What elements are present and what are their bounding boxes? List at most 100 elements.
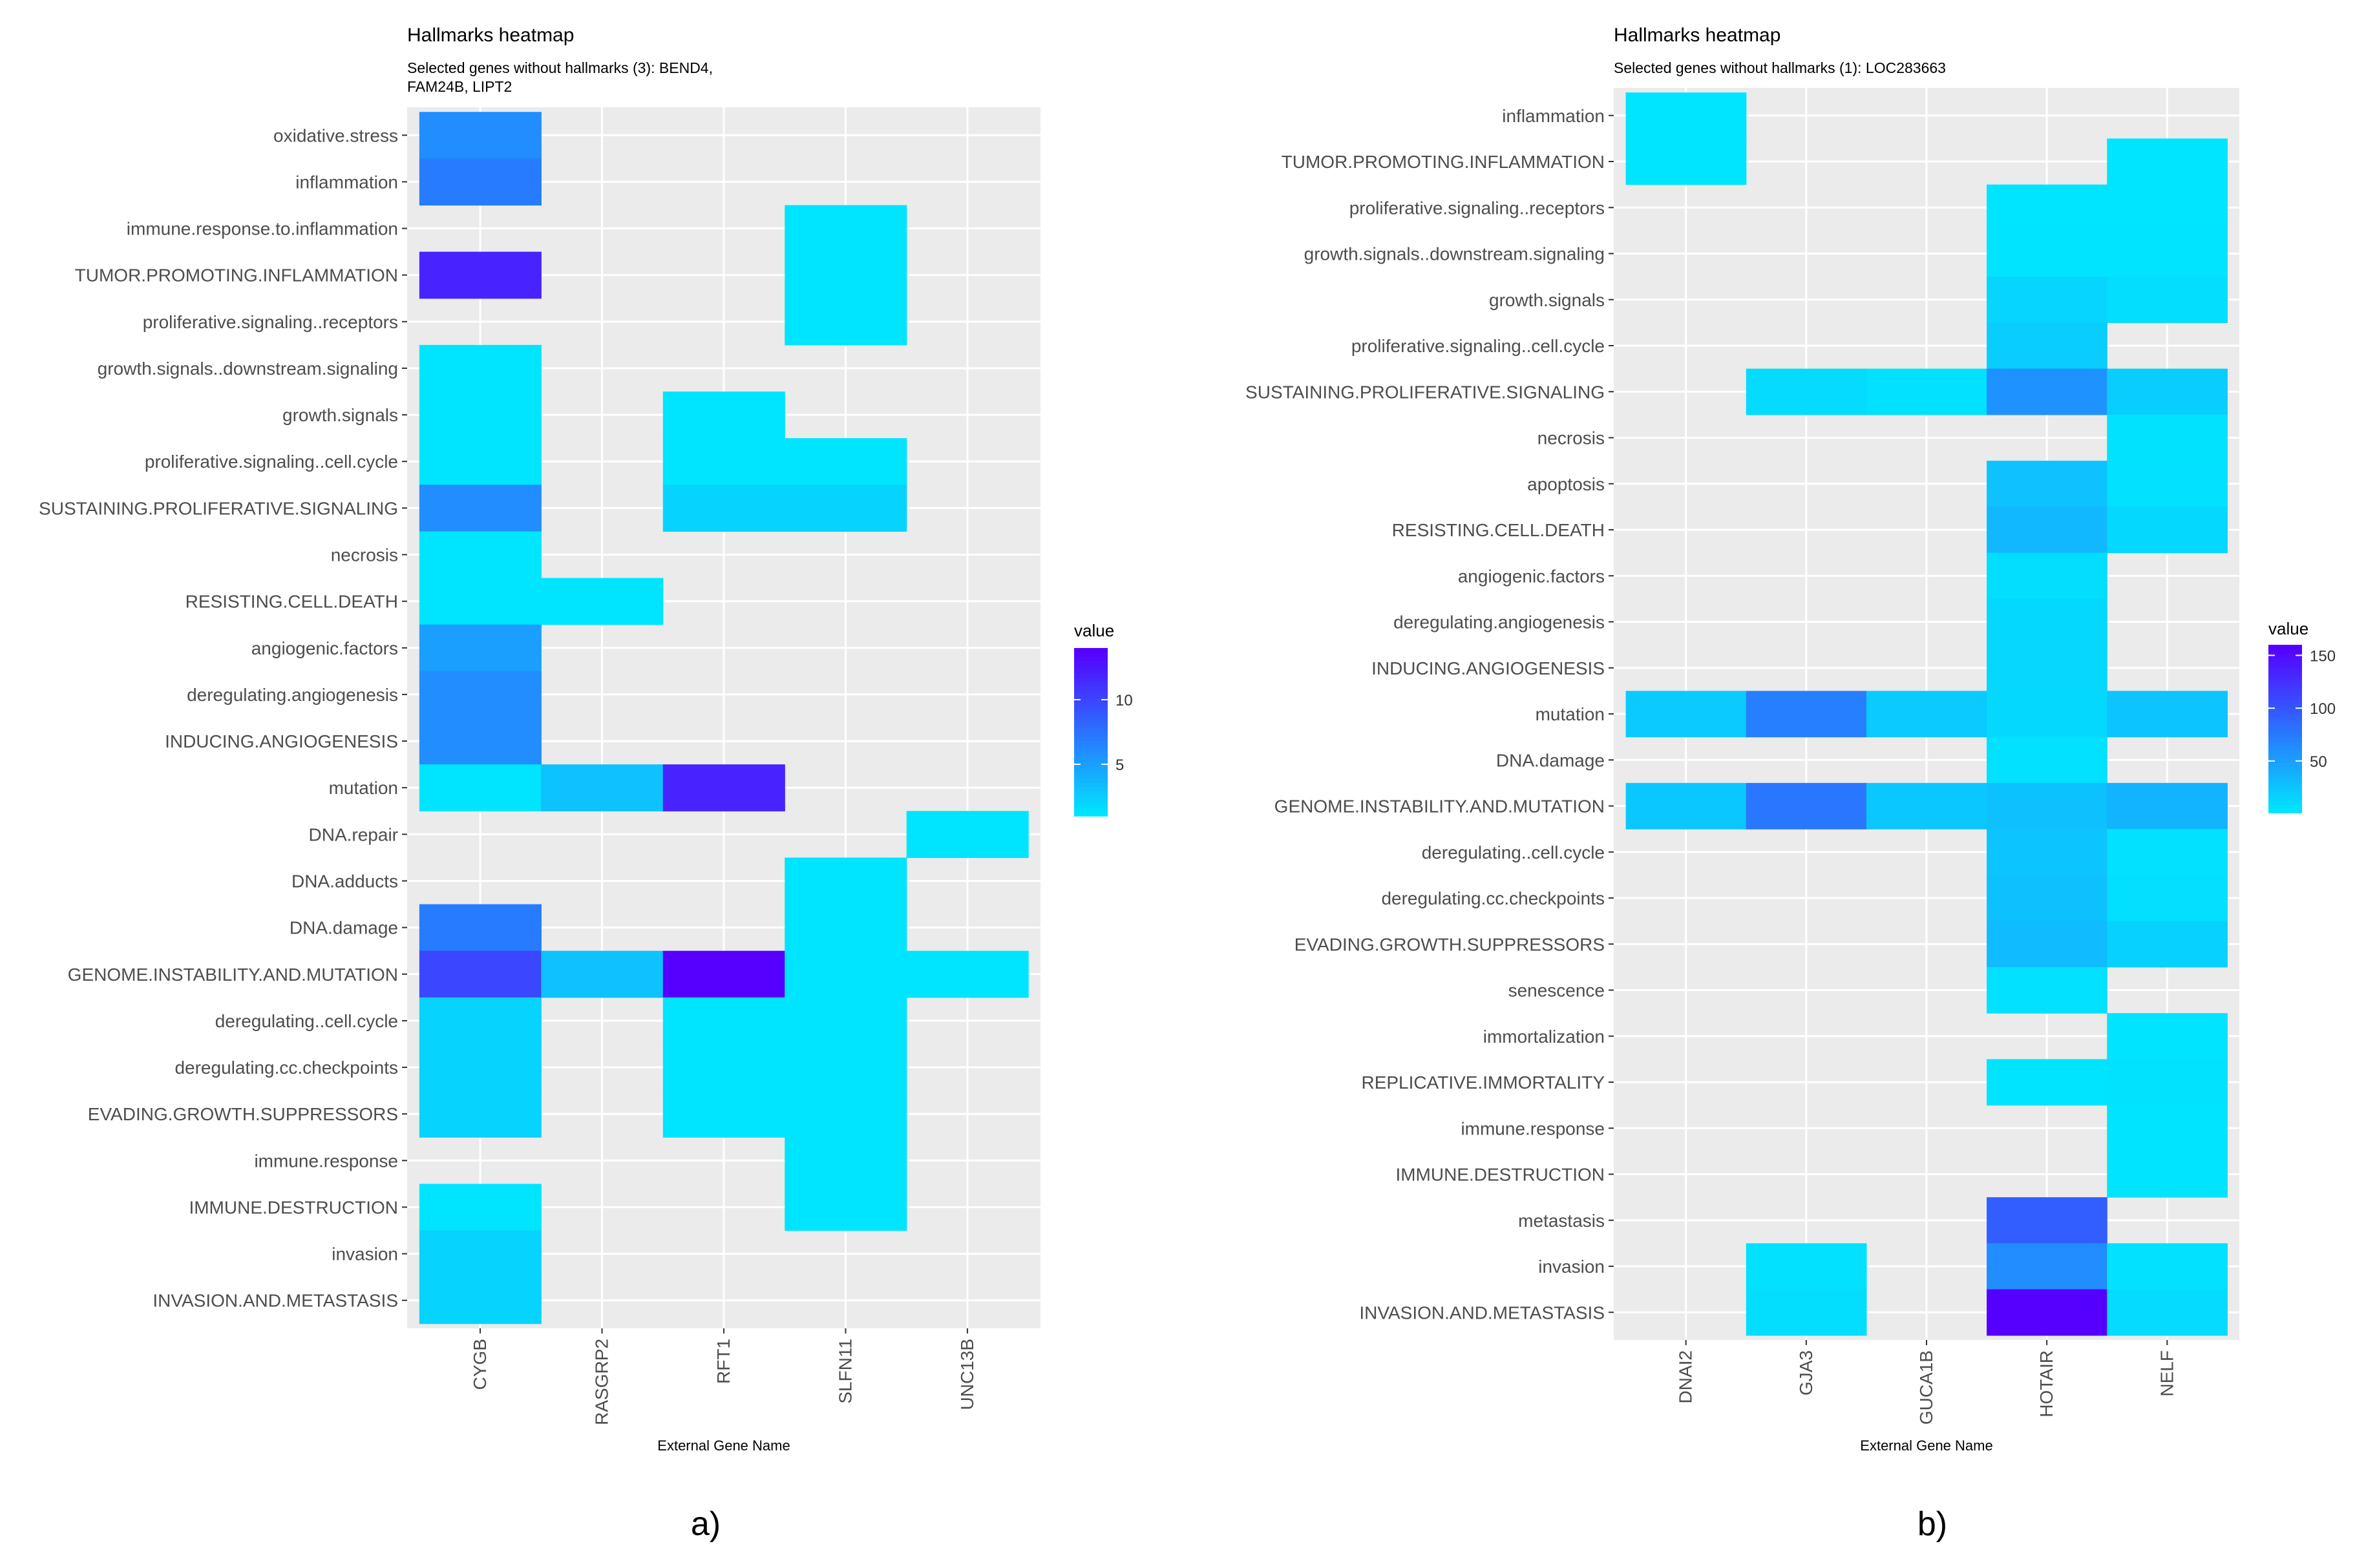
chart-b-subtitle-line-1: Selected genes without hallmarks (1): LO… [1614, 59, 1946, 76]
heatmap-cell [785, 251, 907, 299]
heatmap-cell [1625, 92, 1747, 139]
heatmap-cell [419, 392, 542, 439]
heatmap-cell [1746, 782, 1867, 830]
heatmap-cell [1987, 507, 2107, 554]
x-tick-label: GUCA1B [1916, 1350, 1936, 1425]
legend-gradient-step [1074, 757, 1108, 762]
y-tick-label: DNA.repair [309, 824, 398, 844]
legend-gradient-step [1074, 811, 1108, 817]
heatmap-cell [1987, 1289, 2107, 1336]
chart-b-title: Hallmarks heatmap [1614, 25, 1780, 46]
chart-a-x-axis: CYGB RASGRP2 RFT1 SLFN11 UNC13B [470, 1328, 977, 1425]
heatmap-cell [662, 950, 785, 998]
heatmap-cell [785, 857, 907, 905]
y-tick-label: immune.response.to.inflammation [127, 219, 398, 239]
heatmap-cell [2107, 461, 2228, 507]
heatmap-a: Hallmarks heatmap Selected genes without… [39, 25, 1133, 1543]
legend-gradient-step [1074, 782, 1108, 788]
legend-tick-label: 50 [2310, 753, 2327, 771]
x-tick-label: GJA3 [1796, 1350, 1816, 1396]
y-tick-label: invasion [1538, 1257, 1605, 1277]
x-tick-label: RASGRP2 [592, 1339, 612, 1425]
legend-gradient-step [2268, 808, 2302, 813]
heatmap-cell [662, 997, 785, 1045]
heatmap-cell [785, 1091, 907, 1138]
chart-b-caption: b) [1917, 1505, 1947, 1543]
legend-gradient-step [2268, 653, 2302, 658]
legend-gradient-step [1074, 803, 1108, 808]
legend-gradient-step [2268, 720, 2302, 726]
y-tick-label: DNA.adducts [291, 871, 398, 891]
y-tick-label: proliferative.signaling..receptors [1349, 198, 1605, 218]
legend-gradient-step [1074, 799, 1108, 804]
legend-gradient-step [1074, 740, 1108, 746]
heatmap-cell [1987, 277, 2107, 323]
legend-gradient-step [2268, 665, 2302, 671]
heatmap-cell [2107, 507, 2228, 554]
legend-gradient-step [2268, 775, 2302, 780]
chart-a-legend-title: value [1074, 621, 1114, 640]
chart-b-legend-title: value [2268, 619, 2308, 638]
legend-gradient-step [2268, 791, 2302, 797]
heatmap-cell [419, 1043, 542, 1091]
legend-gradient-step [2268, 762, 2302, 768]
legend-gradient-step [1074, 786, 1108, 791]
legend-gradient-step [2268, 741, 2302, 746]
chart-a-subtitle-line-1: Selected genes without hallmarks (3): BE… [407, 59, 713, 76]
heatmap-cell [1987, 737, 2107, 784]
legend-gradient-step [2268, 771, 2302, 776]
legend-gradient-step [2268, 804, 2302, 810]
legend-gradient-step [2268, 733, 2302, 738]
legend-gradient-step [2268, 674, 2302, 679]
legend-gradient-step [2268, 704, 2302, 709]
legend-gradient-step [2268, 716, 2302, 721]
heatmap-cell [662, 485, 785, 532]
y-tick-label: DNA.damage [1496, 750, 1605, 770]
heatmap-cell [1987, 1059, 2107, 1106]
legend-gradient-step [1074, 648, 1108, 653]
legend-gradient-step [2268, 657, 2302, 662]
legend-gradient-step [1074, 656, 1108, 662]
y-tick-label: growth.signals..downstream.signaling [98, 359, 398, 379]
heatmap-cell [2107, 829, 2228, 875]
y-tick-label: EVADING.GROWTH.SUPPRESSORS [88, 1104, 398, 1124]
heatmap-cell [785, 904, 907, 952]
y-tick-label: proliferative.signaling..cell.cycle [1351, 336, 1605, 356]
y-tick-label: GENOME.INSTABILITY.AND.MUTATION [1274, 797, 1605, 817]
heatmap-cell [419, 1230, 542, 1278]
heatmap-cell [419, 438, 542, 485]
legend-gradient-step [1074, 732, 1108, 737]
x-tick-label: DNAI2 [1676, 1350, 1696, 1403]
legend-gradient-step [2268, 788, 2302, 793]
legend-gradient-step [2268, 783, 2302, 788]
y-tick-label: deregulating.angiogenesis [1393, 612, 1605, 632]
legend-gradient-step [1074, 715, 1108, 720]
y-tick-label: growth.signals [1489, 290, 1605, 310]
heatmap-cell [419, 485, 542, 532]
heatmap-cell [2107, 277, 2228, 323]
heatmap-cell [662, 392, 785, 439]
heatmap-cell [1987, 875, 2107, 922]
y-tick-label: IMMUNE.DESTRUCTION [189, 1197, 398, 1217]
heatmap-cell [1866, 782, 1987, 830]
legend-gradient-step [1074, 761, 1108, 766]
heatmap-cell [419, 158, 542, 206]
legend-gradient-step [2268, 649, 2302, 654]
legend-gradient-step [1074, 702, 1108, 707]
legend-tick-label: 150 [2310, 647, 2336, 665]
heatmap-cell [2107, 414, 2228, 461]
legend-gradient-step [1074, 677, 1108, 682]
chart-a-legend: 5 10 [1074, 648, 1133, 817]
y-tick-label: TUMOR.PROMOTING.INFLAMMATION [75, 266, 398, 286]
y-tick-label: deregulating.cc.checkpoints [1381, 888, 1605, 908]
y-tick-label: proliferative.signaling..receptors [143, 312, 398, 332]
y-tick-label: INVASION.AND.METASTASIS [153, 1291, 398, 1311]
heatmap-cell [419, 718, 542, 765]
y-tick-label: inflammation [1502, 106, 1605, 126]
y-tick-label: immortalization [1483, 1027, 1605, 1047]
heatmap-cell [785, 1137, 907, 1184]
heatmap-cell [1866, 368, 1987, 415]
legend-gradient-step [2268, 746, 2302, 751]
y-tick-label: INDUCING.ANGIOGENESIS [1371, 658, 1605, 678]
legend-gradient-step [1074, 753, 1108, 758]
